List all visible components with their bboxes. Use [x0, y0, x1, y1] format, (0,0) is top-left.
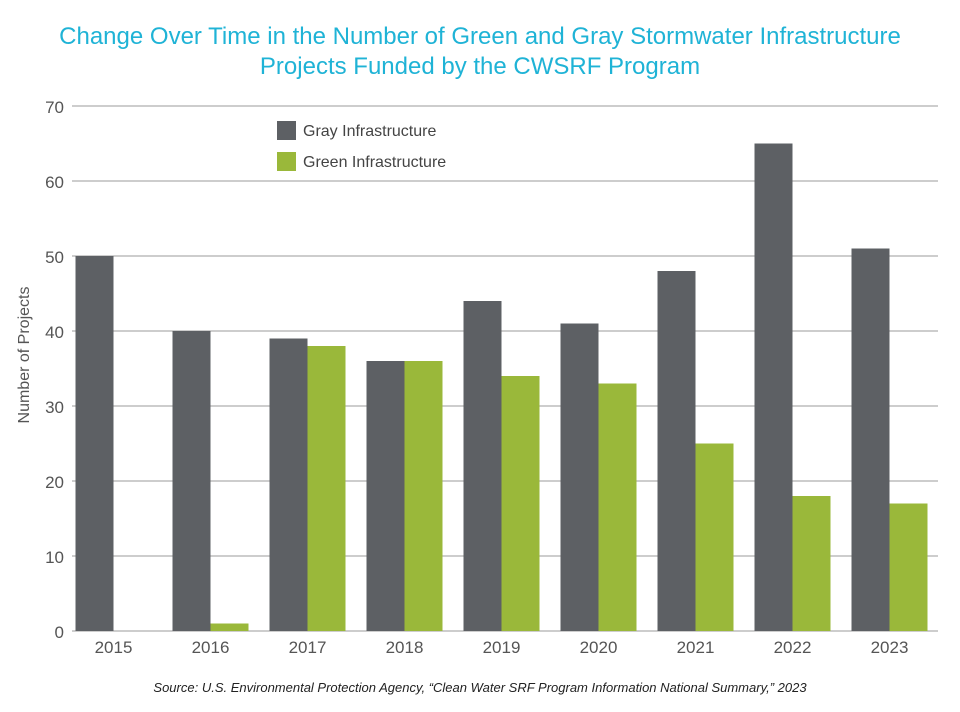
x-tick-label: 2023	[871, 638, 909, 657]
chart-title: Change Over Time in the Number of Green …	[0, 22, 960, 82]
bar-gray-2018	[366, 361, 405, 631]
source-note: Source: U.S. Environmental Protection Ag…	[153, 680, 807, 695]
x-tick-label: 2017	[289, 638, 327, 657]
x-tick-label: 2015	[95, 638, 133, 657]
y-axis-label: Number of Projects	[16, 287, 33, 424]
x-tick-label: 2019	[483, 638, 521, 657]
x-tick-label: 2018	[386, 638, 424, 657]
bar-gray-2021	[657, 271, 696, 631]
bars	[75, 143, 928, 631]
y-tick-label: 40	[45, 323, 64, 342]
bar-green-2022	[792, 496, 831, 631]
y-tick-label: 60	[45, 173, 64, 192]
bar-green-2020	[598, 383, 637, 631]
bar-gray-2022	[754, 143, 793, 631]
y-tick-label: 50	[45, 248, 64, 267]
bar-green-2023	[889, 503, 928, 631]
y-tick-label: 10	[45, 548, 64, 567]
legend-swatch-green	[277, 152, 296, 171]
bar-green-2016	[210, 623, 249, 631]
legend-label-gray: Gray Infrastructure	[303, 123, 436, 140]
y-axis-ticks: 0 10 20 30 40 50 60 70	[45, 98, 64, 642]
bar-gray-2020	[560, 323, 599, 631]
legend: Gray Infrastructure Green Infrastructure	[277, 121, 446, 171]
chart-title-line-1: Change Over Time in the Number of Green …	[59, 23, 901, 50]
bar-green-2019	[501, 376, 540, 631]
bar-gray-2023	[851, 248, 890, 631]
bar-gray-2016	[172, 331, 211, 631]
bar-green-2021	[695, 443, 734, 631]
y-tick-label: 30	[45, 398, 64, 417]
x-tick-label: 2016	[192, 638, 230, 657]
x-axis-ticks: 2015 2016 2017 2018 2019 2020 2021 2022 2023	[95, 638, 909, 657]
x-tick-label: 2022	[774, 638, 812, 657]
bar-gray-2017	[269, 338, 308, 631]
bar-green-2018	[404, 361, 443, 631]
x-tick-label: 2021	[677, 638, 715, 657]
legend-swatch-gray	[277, 121, 296, 140]
chart-title-line-2: Projects Funded by the CWSRF Program	[259, 53, 701, 80]
y-tick-label: 20	[45, 473, 64, 492]
bar-gray-2019	[463, 301, 502, 631]
legend-label-green: Green Infrastructure	[303, 154, 446, 171]
x-tick-label: 2020	[580, 638, 618, 657]
y-tick-label: 70	[45, 98, 64, 117]
bar-green-2017	[307, 346, 346, 631]
y-tick-label: 0	[55, 623, 64, 642]
bar-gray-2015	[75, 256, 114, 631]
